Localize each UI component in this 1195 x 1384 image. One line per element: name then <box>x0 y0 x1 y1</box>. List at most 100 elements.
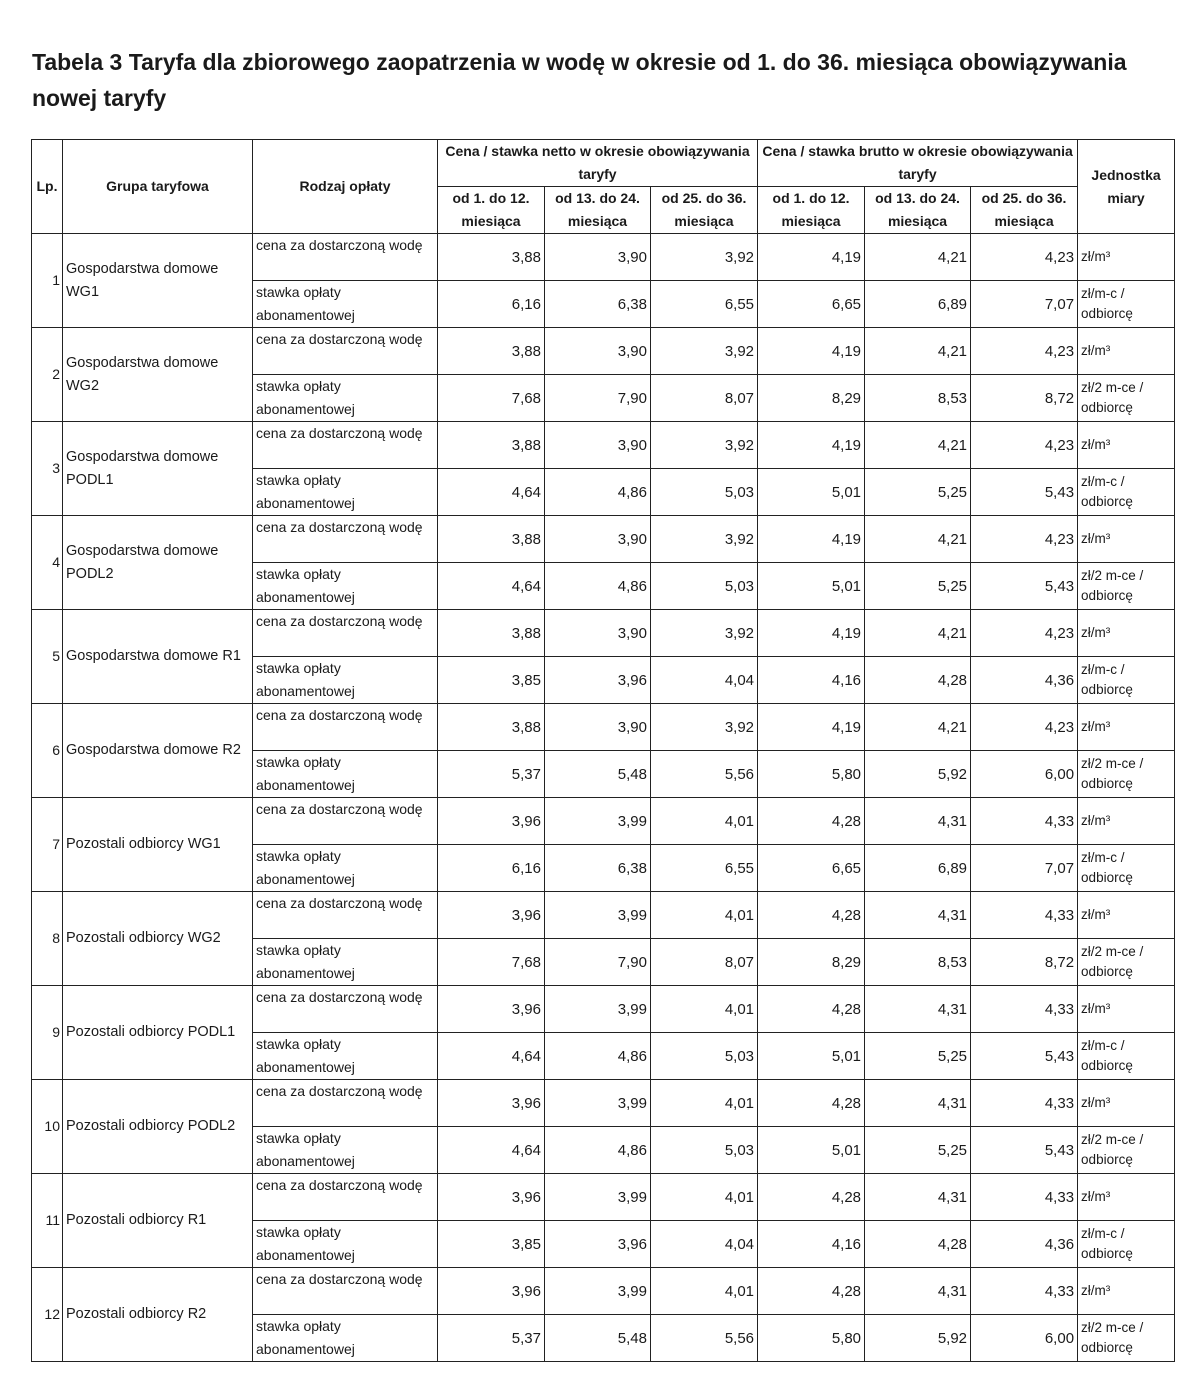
row-number: 11 <box>31 1173 63 1268</box>
fee-kind: cena za dostarczoną wodę <box>252 1267 438 1315</box>
price-value: 5,25 <box>864 1032 972 1080</box>
price-value: 3,99 <box>544 1079 651 1127</box>
price-value: 8,72 <box>970 374 1079 422</box>
row-number: 7 <box>31 797 63 892</box>
price-value: 8,72 <box>970 938 1079 986</box>
price-value: 4,01 <box>649 1173 759 1221</box>
price-value: 3,88 <box>437 515 545 563</box>
unit: zł/2 m-ce / odbiorcę <box>1077 938 1176 986</box>
price-value: 3,99 <box>544 1173 651 1221</box>
header-period: od 1. do 12. miesiąca <box>757 186 866 234</box>
price-value: 4,23 <box>970 515 1079 563</box>
header-kind: Rodzaj opłaty <box>252 139 438 234</box>
price-value: 5,56 <box>649 750 759 798</box>
fee-kind: stawka opłaty abonamentowej <box>252 750 438 798</box>
price-value: 4,19 <box>757 703 866 751</box>
price-value: 4,31 <box>864 1079 972 1127</box>
fee-kind: cena za dostarczoną wodę <box>252 703 438 751</box>
price-value: 6,38 <box>544 844 651 892</box>
price-value: 4,01 <box>649 985 759 1033</box>
fee-kind: stawka opłaty abonamentowej <box>252 1314 438 1362</box>
table-row: 12 Pozostali odbiorcy R2 cena za dostarczo… <box>31 1267 1176 1362</box>
tariff-group: Gospodarstwa domowe WG2 <box>62 327 253 422</box>
table-row: 10 Pozostali odbiorcy PODL2 cena za dostar… <box>31 1079 1176 1174</box>
price-value: 4,19 <box>757 327 866 375</box>
row-number: 9 <box>31 985 63 1080</box>
price-value: 3,88 <box>437 703 545 751</box>
price-value: 5,48 <box>544 750 651 798</box>
table-row: 6 Gospodarstwa domowe R2 cena za dostarczo… <box>31 703 1176 798</box>
fee-kind: stawka opłaty abonamentowej <box>252 280 438 328</box>
price-value: 4,33 <box>970 797 1079 845</box>
price-value: 4,28 <box>864 656 972 704</box>
unit: zł/2 m-ce / odbiorcę <box>1077 374 1176 422</box>
fee-kind: stawka opłaty abonamentowej <box>252 562 438 610</box>
unit: zł/m³ <box>1077 233 1176 281</box>
price-value: 3,96 <box>437 797 545 845</box>
price-value: 3,88 <box>437 609 545 657</box>
price-value: 4,33 <box>970 985 1079 1033</box>
fee-kind: cena za dostarczoną wodę <box>252 1173 438 1221</box>
price-value: 3,99 <box>544 985 651 1033</box>
unit: zł/m-c / odbiorcę <box>1077 468 1176 516</box>
tariff-group: Pozostali odbiorcy WG1 <box>62 797 253 892</box>
unit: zł/m-c / odbiorcę <box>1077 280 1176 328</box>
price-value: 4,01 <box>649 1267 759 1315</box>
tariff-group: Gospodarstwa domowe PODL1 <box>62 421 253 516</box>
price-value: 3,85 <box>437 656 545 704</box>
table-row: 9 Pozostali odbiorcy PODL1 cena za dostarc… <box>31 985 1176 1080</box>
tariff-group: Pozostali odbiorcy R1 <box>62 1173 253 1268</box>
unit: zł/m³ <box>1077 985 1176 1033</box>
price-value: 3,92 <box>649 327 759 375</box>
header-brutto: Cena / stawka brutto w okresie obowiązyw… <box>757 139 1079 187</box>
unit: zł/m³ <box>1077 609 1176 657</box>
price-value: 4,33 <box>970 1267 1079 1315</box>
price-value: 7,90 <box>544 374 651 422</box>
price-value: 4,33 <box>970 891 1079 939</box>
price-value: 4,01 <box>649 797 759 845</box>
table-row: stawka opłaty abonamentowej 4,64 4,86 5,03 5… <box>32 562 1176 610</box>
unit: zł/m³ <box>1077 1267 1176 1315</box>
price-value: 3,90 <box>544 327 651 375</box>
price-value: 5,25 <box>864 468 972 516</box>
price-value: 4,31 <box>864 891 972 939</box>
price-value: 6,16 <box>437 844 545 892</box>
price-value: 3,96 <box>544 656 651 704</box>
unit: zł/m³ <box>1077 1173 1176 1221</box>
tariff-group: Pozostali odbiorcy PODL1 <box>62 985 253 1080</box>
price-value: 3,92 <box>649 515 759 563</box>
unit: zł/m³ <box>1077 515 1176 563</box>
price-value: 5,37 <box>437 750 545 798</box>
price-value: 3,92 <box>649 703 759 751</box>
price-value: 4,86 <box>544 562 651 610</box>
price-value: 4,28 <box>757 1267 866 1315</box>
price-value: 4,31 <box>864 1267 972 1315</box>
table-row: stawka opłaty abonamentowej 7,68 7,90 8,07 8… <box>32 374 1176 422</box>
price-value: 4,86 <box>544 1032 651 1080</box>
price-value: 4,21 <box>864 703 972 751</box>
price-value: 5,03 <box>649 562 759 610</box>
price-value: 5,25 <box>864 1126 972 1174</box>
price-value: 4,64 <box>437 1032 545 1080</box>
header-unit: Jednostka miary <box>1077 139 1176 234</box>
price-value: 5,03 <box>649 1032 759 1080</box>
price-value: 4,28 <box>757 891 866 939</box>
price-value: 3,96 <box>437 985 545 1033</box>
price-value: 4,21 <box>864 515 972 563</box>
price-value: 4,21 <box>864 421 972 469</box>
header-netto: Cena / stawka netto w okresie obowiązywa… <box>436 139 759 187</box>
fee-kind: stawka opłaty abonamentowej <box>252 468 438 516</box>
price-value: 4,28 <box>757 1173 866 1221</box>
price-value: 3,88 <box>437 327 545 375</box>
row-number: 1 <box>31 233 63 328</box>
price-value: 6,38 <box>544 280 651 328</box>
price-value: 4,36 <box>970 656 1079 704</box>
tariff-group: Gospodarstwa domowe R2 <box>62 703 253 798</box>
price-value: 4,64 <box>437 1126 545 1174</box>
fee-kind: cena za dostarczoną wodę <box>252 609 438 657</box>
price-value: 4,21 <box>864 233 972 281</box>
header-period: od 25. do 36. miesiąca <box>970 186 1079 234</box>
fee-kind: cena za dostarczoną wodę <box>252 233 438 281</box>
fee-kind: cena za dostarczoną wodę <box>252 515 438 563</box>
unit: zł/m³ <box>1077 1079 1176 1127</box>
